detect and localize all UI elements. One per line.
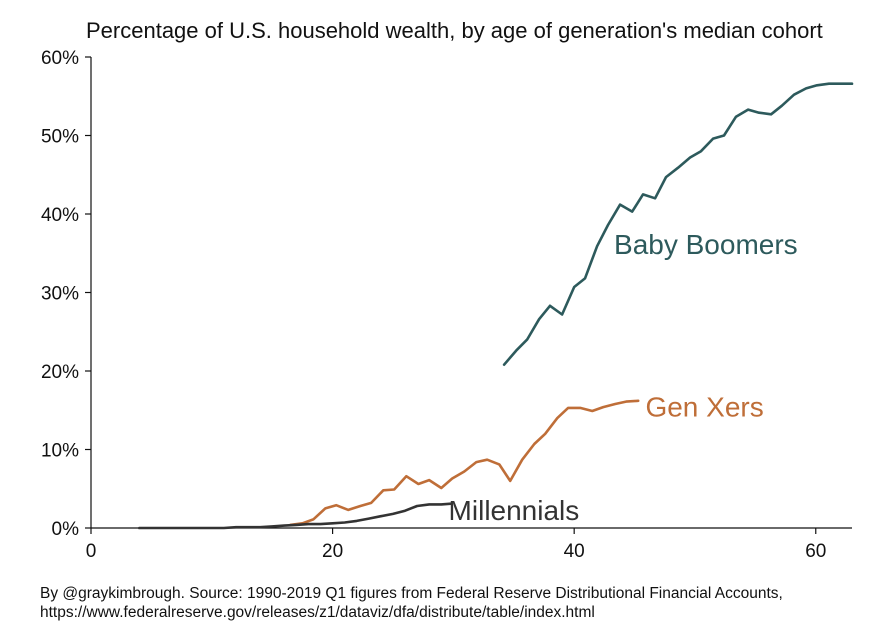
y-axis: 0% 10% 20% 30% 40% 50% 60% xyxy=(41,48,92,540)
y-tick-label: 60% xyxy=(41,48,79,69)
series-line-baby-boomers xyxy=(502,82,854,367)
source-note-line-1: By @graykimbrough. Source: 1990-2019 Q1 … xyxy=(40,585,783,602)
chart-title: Percentage of U.S. household wealth, by … xyxy=(86,18,823,43)
x-tick-label: 40 xyxy=(564,541,585,562)
x-tick-label: 0 xyxy=(86,541,97,562)
series-line-millennials xyxy=(138,502,453,530)
source-note-line-2: https://www.federalreserve.gov/releases/… xyxy=(40,604,595,621)
x-tick-label: 60 xyxy=(805,541,826,562)
y-tick-label: 0% xyxy=(52,519,80,540)
x-axis: 0 20 40 60 xyxy=(86,527,852,562)
y-tick-label: 30% xyxy=(41,284,79,305)
y-tick-label: 50% xyxy=(41,127,79,148)
series-label-millennials: Millennials xyxy=(449,495,580,526)
x-tick-label: 20 xyxy=(322,541,343,562)
series-label-gen-xers: Gen Xers xyxy=(645,391,763,422)
series-line-gen-xers xyxy=(288,399,640,527)
series-lines xyxy=(138,82,854,530)
series-label-baby-boomers: Baby Boomers xyxy=(614,229,798,260)
y-tick-label: 10% xyxy=(41,441,79,462)
series-labels: Baby Boomers Gen Xers Millennials xyxy=(449,229,798,526)
y-tick-label: 20% xyxy=(41,362,79,383)
y-tick-label: 40% xyxy=(41,205,79,226)
